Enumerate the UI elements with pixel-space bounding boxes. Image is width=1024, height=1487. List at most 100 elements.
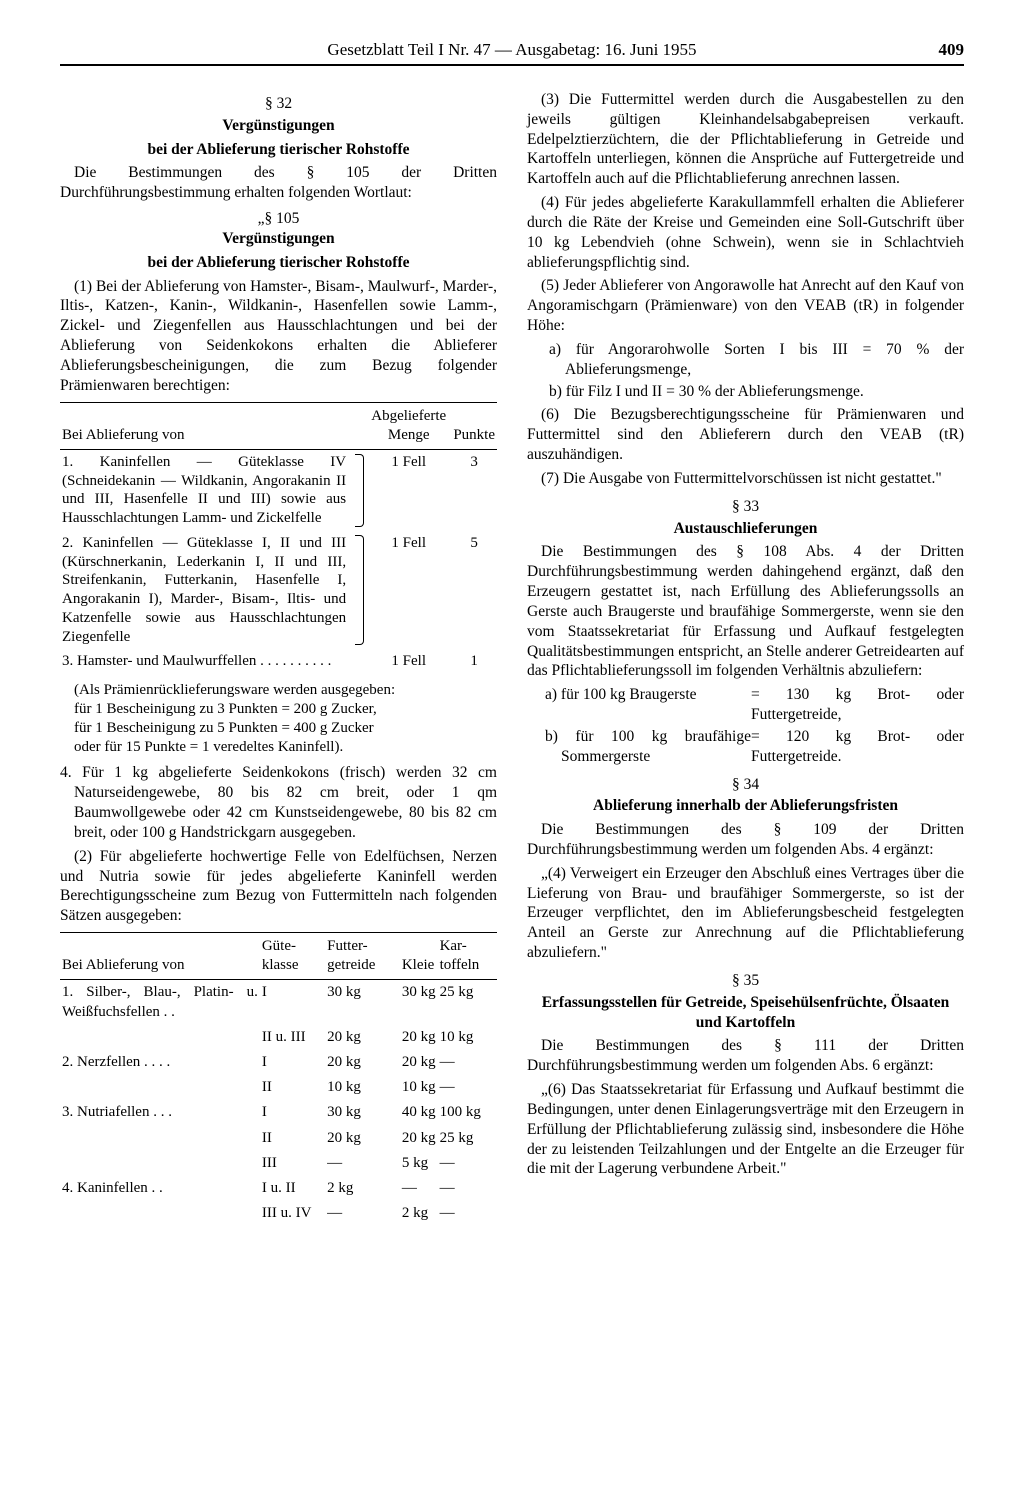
tbl2-cell-desc — [60, 1151, 260, 1176]
tbl2-cell-klasse: III u. IV — [260, 1201, 325, 1226]
tbl2-cell-desc: 4. Kaninfellen . . — [60, 1176, 260, 1201]
tbl2-cell-klasse: III — [260, 1151, 325, 1176]
tbl2-cell-kleie: — — [400, 1176, 438, 1201]
tbl1-r2-desc: 2. Kaninfellen — Güteklasse I, II und II… — [60, 531, 352, 650]
tbl2-cell-futter: 30 kg — [325, 980, 400, 1025]
s33-body: Die Bestimmungen des § 108 Abs. 4 der Dr… — [527, 542, 964, 681]
tbl2-cell-klasse: I u. II — [260, 1176, 325, 1201]
premium-return-note: (Als Prämienrücklieferungsware werden au… — [74, 681, 497, 758]
tbl2-cell-kartoffeln: — — [438, 1176, 497, 1201]
tbl2-cell-futter: 10 kg — [325, 1075, 400, 1100]
s105-p2: (2) Für abgelieferte hochwertige Felle v… — [60, 847, 497, 926]
content-columns: § 32 Vergünstigungen bei der Ablieferung… — [60, 86, 964, 1232]
s35-number: § 35 — [527, 971, 964, 991]
tbl2-h4: Kleie — [400, 933, 438, 980]
tbl1-r1-brace — [352, 449, 366, 531]
tbl2-cell-desc — [60, 1075, 260, 1100]
s32-number: § 32 — [60, 94, 497, 114]
tbl2-cell-klasse: II — [260, 1126, 325, 1151]
s105-quote-num: „§ 105 — [60, 209, 497, 229]
table-row: 1. Silber-, Blau-, Platin- u. Weißfuchsf… — [60, 980, 497, 1025]
table-row: II20 kg20 kg25 kg — [60, 1126, 497, 1151]
tbl1-h1: Bei Ablieferung von — [60, 402, 366, 449]
table-row: 3. Nutriafellen . . .I30 kg40 kg100 kg — [60, 1100, 497, 1125]
tbl2-cell-kartoffeln: — — [438, 1201, 497, 1226]
s105-p5: (5) Jeder Ablieferer von Angorawolle hat… — [527, 276, 964, 335]
tbl2-body: 1. Silber-, Blau-, Platin- u. Weißfuchsf… — [60, 980, 497, 1226]
tbl2-h2: Güte-klasse — [260, 933, 325, 980]
tbl2-cell-desc — [60, 1025, 260, 1050]
header-title: Gesetzblatt Teil I Nr. 47 — Ausgabetag: … — [60, 40, 964, 60]
tbl2-cell-kleie: 5 kg — [400, 1151, 438, 1176]
tbl2-cell-klasse: I — [260, 980, 325, 1025]
tbl2-cell-kleie: 40 kg — [400, 1100, 438, 1125]
tbl2-cell-klasse: I — [260, 1100, 325, 1125]
s33-exchange-a: a) für 100 kg Braugerste = 130 kg Brot- … — [545, 685, 964, 725]
s105-quote-subtitle: bei der Ablieferung tierischer Rohstoffe — [60, 253, 497, 273]
tbl2-cell-desc: 3. Nutriafellen . . . — [60, 1100, 260, 1125]
tbl1-h2: Abgelieferte Menge — [366, 402, 451, 449]
s33-number: § 33 — [527, 497, 964, 517]
s105-p5a: a) für Angorarohwolle Sorten I bis III =… — [549, 340, 964, 380]
tbl1-r2-menge: 1 Fell — [366, 531, 451, 650]
tbl2-cell-futter: — — [325, 1151, 400, 1176]
tbl2-cell-kartoffeln: — — [438, 1151, 497, 1176]
tbl2-cell-desc: 1. Silber-, Blau-, Platin- u. Weißfuchsf… — [60, 980, 260, 1025]
tbl2-h5: Kar-toffeln — [438, 933, 497, 980]
tbl2-cell-futter: 30 kg — [325, 1100, 400, 1125]
s34-quote: „(4) Verweigert ein Erzeuger den Abschlu… — [527, 864, 964, 963]
tbl2-cell-kleie: 20 kg — [400, 1025, 438, 1050]
tbl2-cell-kartoffeln: 10 kg — [438, 1025, 497, 1050]
s105-p6: (6) Die Bezugsberechtigungsscheine für P… — [527, 405, 964, 464]
tbl2-cell-kleie: 20 kg — [400, 1050, 438, 1075]
tbl2-cell-kleie: 10 kg — [400, 1075, 438, 1100]
tbl2-cell-kartoffeln: 25 kg — [438, 1126, 497, 1151]
s34-intro: Die Bestimmungen des § 109 der Dritten D… — [527, 820, 964, 860]
s33-xb-left: b) für 100 kg braufähige Sommergerste — [545, 727, 751, 767]
tbl1-r3-menge: 1 Fell — [366, 649, 451, 674]
page-number: 409 — [939, 40, 965, 60]
tbl2-cell-kartoffeln: — — [438, 1075, 497, 1100]
s105-p4: (4) Für jedes abgelieferte Karakullammfe… — [527, 193, 964, 272]
page: Gesetzblatt Teil I Nr. 47 — Ausgabetag: … — [0, 0, 1024, 1272]
s35-quote: „(6) Das Staatssekretariat für Erfassung… — [527, 1080, 964, 1179]
tbl1-r3-desc: 3. Hamster- und Maulwurffellen . . . . .… — [60, 649, 352, 674]
s105-p7: (7) Die Ausgabe von Futtermittelvorschüs… — [527, 469, 964, 489]
table-row: 2. Nerzfellen . . . .I20 kg20 kg— — [60, 1050, 497, 1075]
s34-title: Ablieferung innerhalb der Ablieferungsfr… — [527, 796, 964, 816]
tbl2-h1: Bei Ablieferung von — [60, 933, 260, 980]
tbl2-h3: Futter-getreide — [325, 933, 400, 980]
tbl1-h3: Punkte — [451, 402, 497, 449]
table-row: 4. Kaninfellen . .I u. II2 kg—— — [60, 1176, 497, 1201]
page-header: Gesetzblatt Teil I Nr. 47 — Ausgabetag: … — [60, 40, 964, 66]
tbl2-cell-kleie: 2 kg — [400, 1201, 438, 1226]
s32-title: Vergünstigungen — [60, 116, 497, 136]
table-row: II u. III20 kg20 kg10 kg — [60, 1025, 497, 1050]
table-row: III—5 kg— — [60, 1151, 497, 1176]
tbl2-cell-desc — [60, 1201, 260, 1226]
s33-exchange-b: b) für 100 kg braufähige Sommergerste = … — [545, 727, 964, 767]
tbl1-r2-brace — [352, 531, 366, 650]
tbl1-r3-punkte: 1 — [451, 649, 497, 674]
tbl2-cell-futter: 2 kg — [325, 1176, 400, 1201]
tbl2-cell-futter: 20 kg — [325, 1126, 400, 1151]
s33-xa-right: = 130 kg Brot- oder Futtergetreide, — [751, 685, 964, 725]
tbl1-item4: 4. Für 1 kg abgelieferte Seidenkokons (f… — [60, 763, 497, 842]
tbl1-r2-punkte: 5 — [451, 531, 497, 650]
tbl2-cell-kartoffeln: — — [438, 1050, 497, 1075]
tbl2-cell-kartoffeln: 100 kg — [438, 1100, 497, 1125]
delivery-premium-table: Bei Ablieferung von Abgelieferte Menge P… — [60, 402, 497, 675]
tbl1-r3-brace — [352, 649, 366, 674]
tbl2-cell-klasse: I — [260, 1050, 325, 1075]
tbl2-cell-kleie: 30 kg — [400, 980, 438, 1025]
s105-quote-title: Vergünstigungen — [60, 229, 497, 249]
tbl1-r1-menge: 1 Fell — [366, 449, 451, 531]
tbl2-cell-futter: — — [325, 1201, 400, 1226]
left-column: § 32 Vergünstigungen bei der Ablieferung… — [60, 86, 497, 1232]
s35-intro: Die Bestimmungen des § 111 der Dritten D… — [527, 1036, 964, 1076]
s105-p1: (1) Bei der Ablieferung von Hamster-, Bi… — [60, 277, 497, 396]
s33-xb-right: = 120 kg Brot- oder Futtergetreide. — [751, 727, 964, 767]
s32-subtitle: bei der Ablieferung tierischer Rohstoffe — [60, 140, 497, 160]
tbl1-r1-punkte: 3 — [451, 449, 497, 531]
feed-entitlement-table: Bei Ablieferung von Güte-klasse Futter-g… — [60, 932, 497, 1226]
